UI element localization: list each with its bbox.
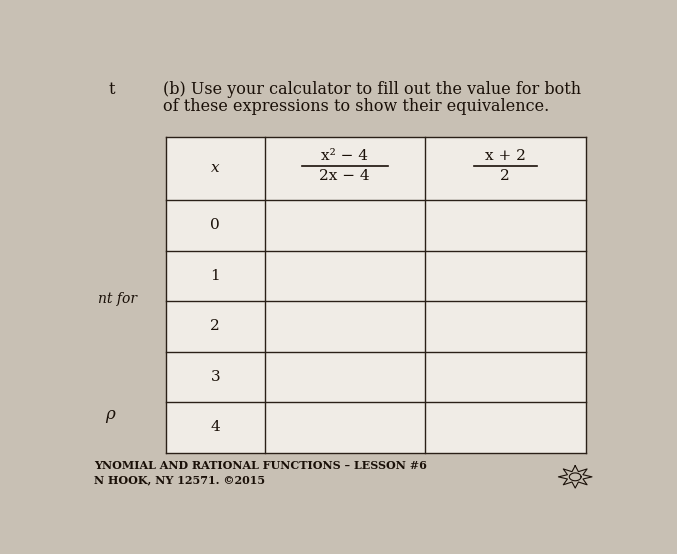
Text: x + 2: x + 2 [485, 150, 526, 163]
Text: t: t [108, 81, 114, 99]
Text: 4: 4 [211, 420, 220, 434]
Text: 1: 1 [211, 269, 220, 283]
Text: 0: 0 [211, 218, 220, 232]
Text: YNOMIAL AND RATIONAL FUNCTIONS – LESSON #6: YNOMIAL AND RATIONAL FUNCTIONS – LESSON … [94, 460, 427, 471]
Text: 2: 2 [211, 319, 220, 334]
Bar [166, 137, 586, 453]
Text: x: x [211, 161, 219, 176]
Text: 2: 2 [500, 168, 510, 183]
Text: N HOOK, NY 12571. ©2015: N HOOK, NY 12571. ©2015 [94, 474, 265, 485]
Text: 3: 3 [211, 370, 220, 384]
Text: 2x − 4: 2x − 4 [320, 168, 370, 183]
Text: x² − 4: x² − 4 [322, 150, 368, 163]
Text: nt for: nt for [97, 292, 137, 306]
Text: of these expressions to show their equivalence.: of these expressions to show their equiv… [163, 99, 550, 115]
Text: (b) Use your calculator to fill out the value for both: (b) Use your calculator to fill out the … [163, 81, 582, 99]
Text: ρ: ρ [106, 406, 115, 423]
